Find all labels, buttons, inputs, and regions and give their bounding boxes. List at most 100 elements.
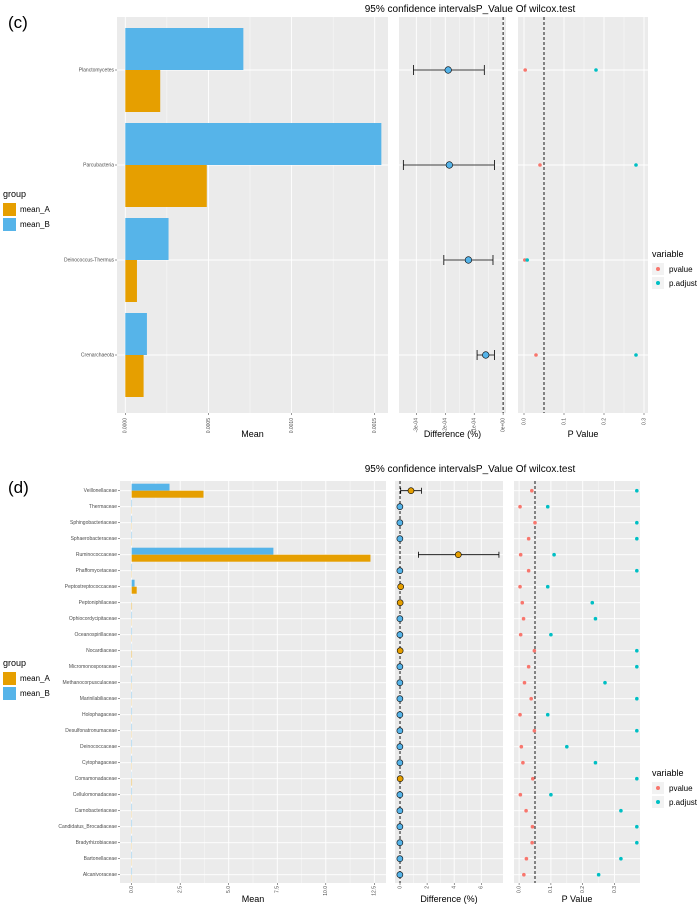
- bar-mean_B: [125, 123, 382, 165]
- legend-label: mean_B: [20, 220, 50, 229]
- y-category-label: Thermaceae: [89, 504, 117, 510]
- legend-label: mean_A: [20, 205, 50, 214]
- panel-label: (c): [8, 13, 28, 32]
- difference-point: [396, 519, 404, 527]
- difference-point: [445, 161, 453, 169]
- bar-mean_A: [131, 586, 137, 594]
- x-tick-label: 0.0: [521, 418, 527, 425]
- x-tick-label: 0.3: [612, 886, 618, 893]
- difference-point: [396, 615, 404, 623]
- chart-title: 95% confidence intervalsP_Value Of wilco…: [365, 4, 576, 15]
- x-tick-label: 0.0000: [123, 418, 129, 434]
- figure-panel-d: (d) 95% confidence intervalsP_Value Of wi…: [3, 464, 698, 904]
- x-tick-label: 0.3: [641, 418, 647, 425]
- padjust-point: [635, 728, 639, 733]
- x-axis-title: P Value: [568, 429, 599, 439]
- difference-point: [464, 256, 473, 264]
- difference-point: [396, 535, 404, 543]
- difference-point: [396, 839, 404, 847]
- y-category-label: Deinococcaceae: [80, 744, 117, 750]
- difference-point: [482, 351, 490, 359]
- legend-title: variable: [652, 768, 684, 778]
- difference-point: [396, 823, 404, 831]
- difference-point: [396, 807, 404, 815]
- difference-point: [396, 727, 404, 735]
- pvalue-point: [521, 616, 526, 621]
- x-tick-label: 2: [424, 886, 430, 889]
- y-category-label: Ophiocordycipitaceae: [69, 616, 117, 622]
- difference-point: [454, 551, 462, 559]
- y-category-label: Veillonellaceae: [84, 488, 118, 494]
- bar-mean_A: [131, 490, 204, 498]
- figure-panel-c: (c) 95% confidence intervalsP_Value Of wi…: [3, 4, 698, 439]
- padjust-point: [545, 504, 550, 509]
- y-category-label: Alcanivoraceae: [83, 872, 117, 878]
- pvalue-point: [522, 680, 527, 685]
- difference-point: [396, 775, 404, 783]
- difference-point: [396, 599, 404, 607]
- legend-label: mean_B: [20, 689, 50, 698]
- x-tick-label: 4: [452, 886, 458, 889]
- x-tick-label: 6: [479, 886, 485, 889]
- x-tick-label: 7.5: [275, 886, 281, 893]
- pvalue-point: [518, 792, 523, 797]
- pvalue-point: [526, 664, 531, 669]
- pvalue-point: [530, 488, 534, 493]
- difference-point: [396, 743, 404, 751]
- legend-key-mean_A: [3, 203, 16, 216]
- difference-panel: 0 2 4 6 Difference (%): [395, 481, 503, 904]
- pvalue-point: [532, 728, 537, 733]
- x-tick-label: 5.0: [226, 886, 232, 893]
- difference-point: [396, 759, 404, 767]
- bar-mean_B: [131, 547, 274, 555]
- padjust-point: [596, 872, 601, 877]
- pvalue-panel: 0.0 0.1 0.2 0.3 P Value: [518, 17, 648, 439]
- padjust-point: [552, 552, 556, 557]
- bar-mean_A: [125, 165, 207, 207]
- legend-label: mean_A: [20, 674, 50, 683]
- padjust-point: [565, 744, 569, 749]
- padjust-point: [594, 68, 598, 72]
- padjust-point: [635, 824, 639, 829]
- bar-mean_A: [131, 554, 371, 562]
- bar-mean_A: [125, 260, 137, 302]
- x-tick-label: 0.1: [561, 418, 567, 425]
- pvalue-point: [530, 840, 534, 845]
- y-category-label: Planctomycetes: [79, 67, 115, 73]
- legend-key-mean_B: [3, 687, 16, 700]
- x-tick-label: 10.0: [323, 886, 329, 896]
- x-tick-label: 2.5: [178, 886, 184, 893]
- x-axis-title: P Value: [562, 894, 593, 904]
- padjust-point: [619, 856, 623, 861]
- padjust-point: [635, 840, 639, 845]
- x-axis-title: Difference (%): [420, 894, 477, 904]
- padjust-point: [619, 808, 623, 813]
- x-axis-title: Mean: [242, 894, 265, 904]
- x-tick-label: -2e-04: [443, 418, 449, 433]
- difference-point: [396, 871, 404, 879]
- pvalue-panel-background: [514, 481, 640, 883]
- pvalue-point: [534, 353, 538, 357]
- y-category-label: Peptostreptococcaceae: [65, 584, 117, 590]
- padjust-point: [635, 648, 639, 653]
- chart-title: 95% confidence intervalsP_Value Of wilco…: [365, 464, 576, 475]
- difference-point: [396, 695, 404, 703]
- difference-panel: -3e-04 -2e-04 -1e-04 0e+00 Difference (%): [399, 17, 506, 439]
- y-category-label: Cytophagaceae: [82, 760, 117, 766]
- difference-point: [396, 663, 404, 671]
- mean-panel-background: [117, 17, 388, 413]
- difference-point: [396, 711, 404, 719]
- x-tick-label: 0.0010: [289, 418, 295, 434]
- legend-label: p.adjust: [669, 279, 698, 288]
- x-tick-label: 12.5: [372, 886, 378, 896]
- padjust-point: [549, 632, 553, 637]
- y-category-label: Phaffomycetaceae: [76, 568, 118, 574]
- pvalue-point: [529, 696, 533, 701]
- y-category-label: Desulfonatronumaceae: [65, 728, 117, 734]
- y-category-label: Cellulomonadaceae: [73, 792, 117, 798]
- padjust-point: [545, 584, 550, 589]
- bar-mean_A: [125, 70, 161, 112]
- difference-panel-background: [399, 17, 506, 413]
- mean-panel: 0.0000 0.0005 0.0010 0.0015 Mean Planctomycet…: [64, 17, 388, 439]
